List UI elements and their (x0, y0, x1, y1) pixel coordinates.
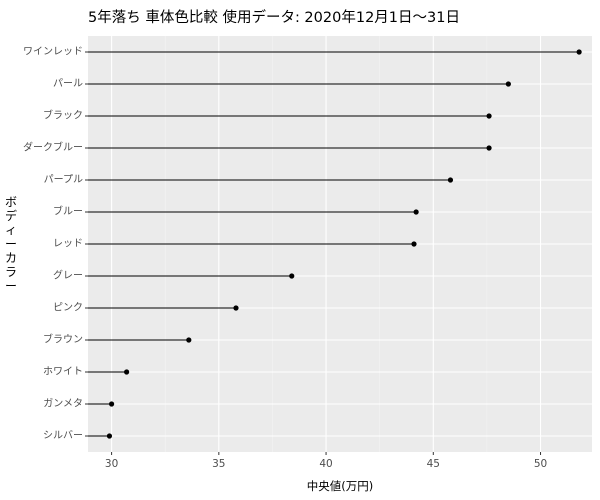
dot-11 (124, 369, 130, 375)
y-tick-label: ホワイト (43, 366, 83, 378)
dot-2 (505, 81, 511, 87)
x-tick-label: 35 (212, 458, 225, 470)
x-tick-labels: 30 35 40 45 50 (105, 458, 547, 470)
x-tick-label: 40 (319, 458, 332, 470)
y-tick-label: ブラウン (43, 333, 83, 346)
y-tick-label: ブルー (53, 205, 83, 218)
dot-6 (413, 209, 419, 215)
x-tick-label: 30 (105, 458, 118, 470)
y-tick-label: パープル (44, 174, 83, 186)
y-tick-labels: ワインレッドパールブラックダークブルーパープルブルーレッドグレーピンクブラウンホ… (23, 47, 83, 442)
y-tick-label: ダークブルー (23, 141, 83, 154)
lollipop-dots (106, 49, 582, 439)
y-tick-label: ワインレッド (23, 47, 83, 58)
x-tick-label: 50 (534, 458, 547, 470)
dot-13 (106, 433, 113, 439)
dot-4 (486, 145, 492, 151)
y-tick-label: パール (53, 78, 83, 90)
dot-10 (186, 337, 192, 343)
y-tick-label: レッド (53, 239, 83, 250)
dot-5 (447, 177, 454, 183)
dot-3 (486, 113, 492, 119)
y-axis-title: ボディーカラー (5, 195, 17, 293)
dot-8 (289, 273, 295, 279)
y-tick-label: シルバー (43, 430, 83, 442)
y-tick-label: ガンメタ (43, 398, 83, 410)
y-tick-label: グレー (53, 269, 83, 282)
dot-9 (233, 305, 239, 311)
x-tick-label: 45 (427, 458, 440, 470)
y-tick-label: ブラック (43, 109, 83, 122)
chart-title: 5年落ち 車体色比較 使用データ: 2020年12月1日〜31日 (88, 8, 460, 26)
dot-1 (576, 49, 582, 55)
y-tick-label: ピンク (53, 302, 83, 314)
lollipop-stems (88, 51, 580, 437)
dot-12 (108, 401, 115, 407)
axis-tick-marks (85, 51, 542, 455)
dot-7 (411, 241, 417, 247)
x-axis-title: 中央値(万円) (307, 479, 373, 493)
